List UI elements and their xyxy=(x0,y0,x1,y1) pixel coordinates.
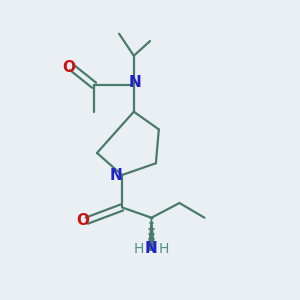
Text: H: H xyxy=(159,242,169,256)
Text: H: H xyxy=(134,242,144,256)
Text: N: N xyxy=(145,242,158,256)
Text: N: N xyxy=(110,167,122,182)
Text: O: O xyxy=(62,60,76,75)
Text: O: O xyxy=(77,213,90,228)
Text: N: N xyxy=(129,75,142,90)
Polygon shape xyxy=(148,218,154,250)
